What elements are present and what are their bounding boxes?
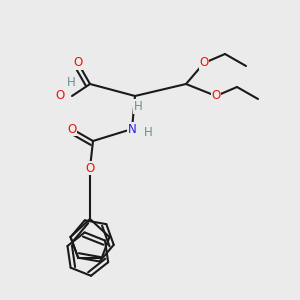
Text: O: O — [68, 122, 76, 136]
Text: O: O — [212, 89, 220, 103]
Text: H: H — [67, 76, 76, 89]
Text: O: O — [200, 56, 208, 70]
Text: O: O — [74, 56, 82, 70]
Text: N: N — [128, 122, 136, 136]
Text: H: H — [144, 125, 153, 139]
Text: O: O — [55, 89, 64, 103]
Text: H: H — [134, 100, 142, 113]
Text: O: O — [85, 161, 94, 175]
